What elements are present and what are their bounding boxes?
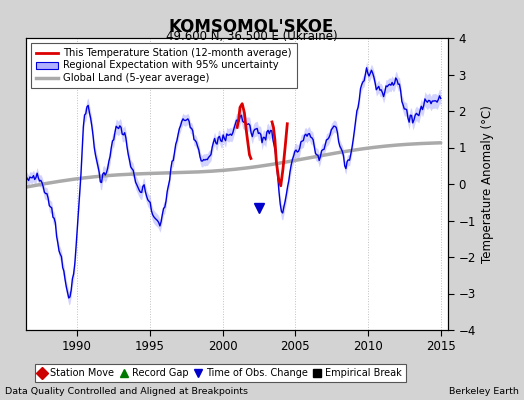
Text: 49.600 N, 36.500 E (Ukraine): 49.600 N, 36.500 E (Ukraine) xyxy=(166,30,337,43)
Text: KOMSOMOL'SKOE: KOMSOMOL'SKOE xyxy=(169,18,334,36)
Legend: Station Move, Record Gap, Time of Obs. Change, Empirical Break: Station Move, Record Gap, Time of Obs. C… xyxy=(35,364,406,382)
Text: Data Quality Controlled and Aligned at Breakpoints: Data Quality Controlled and Aligned at B… xyxy=(5,387,248,396)
Y-axis label: Temperature Anomaly (°C): Temperature Anomaly (°C) xyxy=(482,105,494,263)
Text: Berkeley Earth: Berkeley Earth xyxy=(449,387,519,396)
